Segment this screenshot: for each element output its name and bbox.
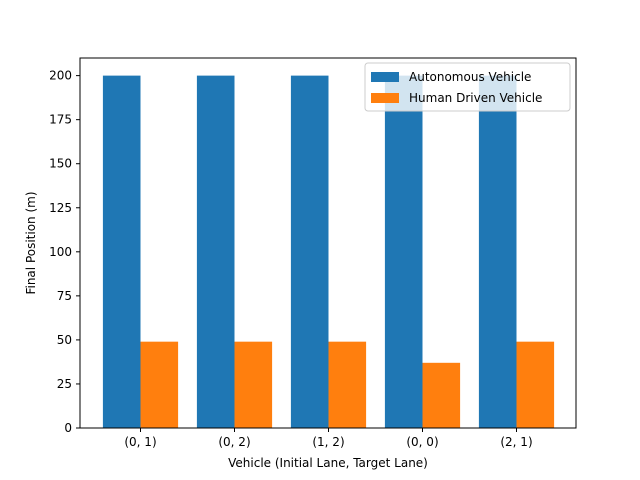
y-tick-label: 125 (49, 201, 72, 215)
x-tick-label: (0, 0) (406, 435, 438, 449)
x-axis-label: Vehicle (Initial Lane, Target Lane) (228, 456, 428, 470)
legend: Autonomous Vehicle Human Driven Vehicle (364, 62, 571, 112)
bar-human-driven-3 (422, 362, 461, 428)
y-tick-label: 150 (49, 157, 72, 171)
y-axis: 0 25 50 75 100 125 150 175 200 (49, 69, 80, 435)
bar-human-driven-4 (516, 341, 555, 428)
bar-human-driven-2 (328, 341, 367, 428)
bar-autonomous-1 (196, 75, 235, 429)
y-tick-label: 75 (57, 289, 72, 303)
x-tick-label: (2, 1) (500, 435, 532, 449)
bar-autonomous-3 (384, 75, 423, 429)
y-tick-label: 50 (57, 333, 72, 347)
legend-box (364, 62, 571, 112)
legend-swatch-0 (371, 72, 399, 82)
legend-label-1: Human Driven Vehicle (409, 91, 542, 105)
y-tick-label: 100 (49, 245, 72, 259)
bars-group (102, 75, 555, 429)
bar-human-driven-0 (140, 341, 179, 428)
y-tick-label: 200 (49, 69, 72, 83)
y-tick-label: 0 (64, 421, 72, 435)
bar-human-driven-1 (234, 341, 273, 428)
plot-frame (79, 57, 577, 429)
x-tick-label: (0, 1) (124, 435, 156, 449)
y-axis-label: Final Position (m) (24, 191, 38, 294)
bar-autonomous-4 (478, 75, 517, 429)
legend-label-0: Autonomous Vehicle (409, 70, 531, 84)
x-tick-label: (0, 2) (218, 435, 250, 449)
y-tick-label: 25 (57, 377, 72, 391)
x-tick-label: (1, 2) (312, 435, 344, 449)
y-tick-label: 175 (49, 113, 72, 127)
x-axis: (0, 1) (0, 2) (1, 2) (0, 0) (2, 1) (124, 428, 533, 449)
bar-autonomous-2 (290, 75, 329, 429)
bar-autonomous-0 (102, 75, 141, 429)
legend-swatch-1 (371, 93, 399, 103)
